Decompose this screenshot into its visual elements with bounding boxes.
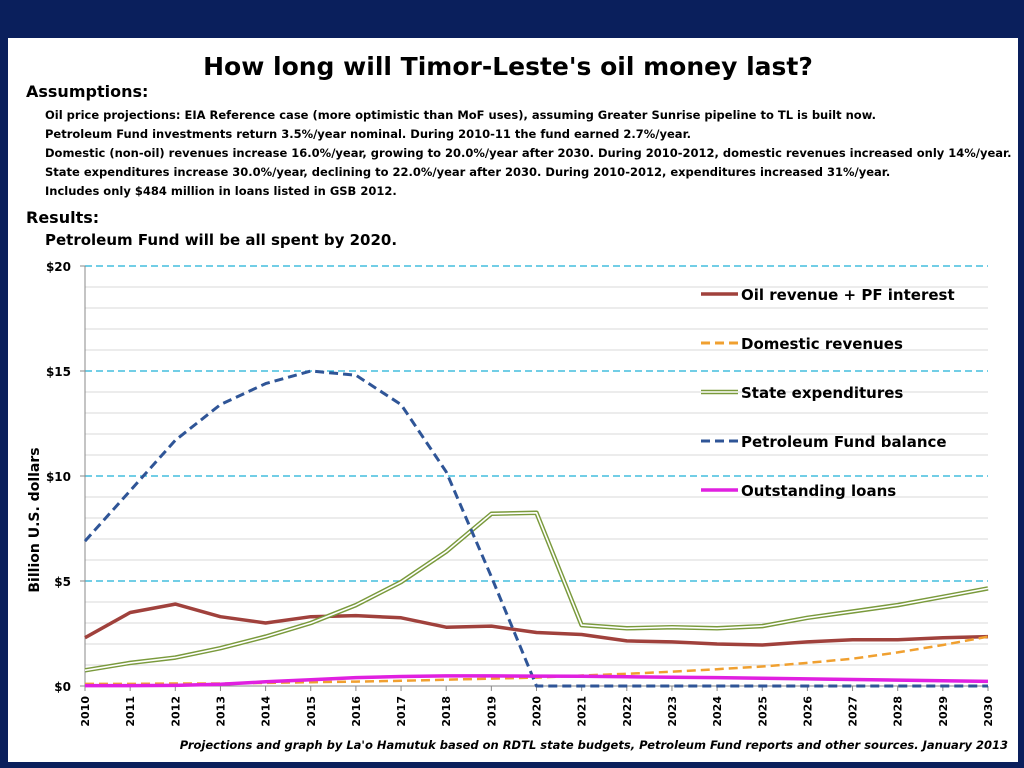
x-tick-label: 2010 xyxy=(79,696,92,727)
series-line-petroleum-fund-balance xyxy=(83,369,988,688)
x-tick-label: 2015 xyxy=(305,696,318,727)
x-tick-label: 2028 xyxy=(892,696,905,727)
y-tick-label: $15 xyxy=(46,365,71,379)
x-axis-ticks: 2010 2011 2012 2013 2014 2015 2016 2017 2018 2019… xyxy=(79,686,995,727)
y-tick-label: $20 xyxy=(46,260,71,274)
legend: Oil revenue + PF interest Domestic revenu… xyxy=(701,286,955,500)
assumption-item: Domestic (non-oil) revenues increase 16.… xyxy=(45,146,1012,160)
slide-title: How long will Timor-Leste's oil money la… xyxy=(203,52,813,81)
line-chart: $0$5$10$15$20 2010 2011 2012 2013 2014 2015 20… xyxy=(27,260,995,727)
legend-label: State expenditures xyxy=(741,384,903,402)
x-tick-label: 2024 xyxy=(711,696,724,727)
x-tick-label: 2012 xyxy=(169,696,182,727)
series-lines xyxy=(83,369,989,688)
y-axis-label: Billion U.S. dollars xyxy=(27,447,43,592)
series-line-outstanding-loans xyxy=(85,674,989,688)
series-line-oil-revenue-pf-interest xyxy=(84,602,989,647)
grid xyxy=(85,265,988,666)
slide-panel: How long will Timor-Leste's oil money la… xyxy=(8,38,1018,762)
x-tick-label: 2013 xyxy=(214,696,227,727)
assumption-item: Petroleum Fund investments return 3.5%/y… xyxy=(45,127,691,141)
results-heading: Results: xyxy=(26,208,100,227)
assumption-item: State expenditures increase 30.0%/year, … xyxy=(45,165,891,179)
assumption-item: Includes only $484 million in loans list… xyxy=(45,184,397,198)
x-tick-label: 2022 xyxy=(621,696,634,727)
y-tick-label: $0 xyxy=(54,680,71,694)
x-tick-label: 2017 xyxy=(395,696,408,727)
x-tick-label: 2030 xyxy=(982,696,995,727)
legend-label: Petroleum Fund balance xyxy=(741,433,947,451)
x-tick-label: 2029 xyxy=(937,696,950,727)
credit-note: Projections and graph by La'o Hamutuk ba… xyxy=(179,738,1008,752)
x-tick-label: 2021 xyxy=(576,696,589,727)
x-tick-label: 2011 xyxy=(124,696,137,727)
assumption-item: Oil price projections: EIA Reference cas… xyxy=(45,108,876,122)
x-tick-label: 2023 xyxy=(666,696,679,727)
x-tick-label: 2020 xyxy=(531,696,544,727)
x-tick-label: 2027 xyxy=(847,696,860,727)
x-tick-label: 2019 xyxy=(485,696,498,727)
x-tick-label: 2018 xyxy=(440,696,453,727)
y-tick-label: $10 xyxy=(46,470,71,484)
x-tick-label: 2025 xyxy=(756,696,769,727)
legend-label: Domestic revenues xyxy=(741,335,903,353)
y-axis-ticks: $0 $5 $10 $15 $20 xyxy=(46,260,85,694)
x-tick-label: 2026 xyxy=(801,696,814,727)
series-line-state-expenditures xyxy=(84,510,989,673)
legend-label: Outstanding loans xyxy=(741,482,896,500)
x-tick-label: 2014 xyxy=(260,696,273,727)
legend-label: Oil revenue + PF interest xyxy=(741,286,955,304)
series-line-state-expenditures-inner xyxy=(84,511,989,672)
x-tick-label: 2016 xyxy=(350,696,363,727)
y-tick-label: $5 xyxy=(54,575,71,589)
assumptions-list: Oil price projections: EIA Reference cas… xyxy=(45,106,1011,201)
result-statement: Petroleum Fund will be all spent by 2020… xyxy=(45,231,398,249)
assumptions-heading: Assumptions: xyxy=(26,82,149,101)
